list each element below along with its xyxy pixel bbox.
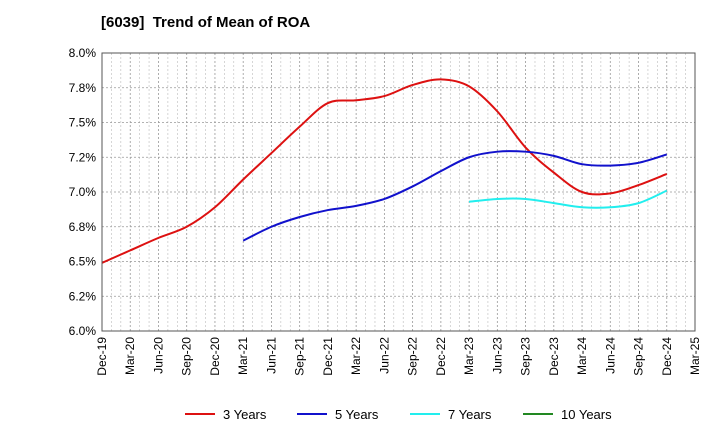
y-tick-label: 6.5%	[69, 255, 97, 269]
y-tick-label: 7.0%	[69, 185, 97, 199]
y-tick-label: 7.2%	[69, 150, 97, 164]
x-tick-label: Mar-20	[123, 337, 137, 375]
series-line-1	[101, 78, 668, 264]
legend-label: 3 Years	[223, 407, 267, 422]
x-axis: Dec-19 Mar-20 Jun-20 Sep-20 Dec-20 Mar-21 Jun-…	[95, 337, 702, 376]
x-tick-label: Mar-25	[688, 337, 702, 375]
x-tick-label: Mar-23	[462, 337, 476, 375]
x-tick-label: Jun-21	[264, 337, 278, 374]
plot-frame	[101, 52, 696, 332]
grid-lines	[102, 53, 695, 331]
x-tick-label: Sep-23	[519, 337, 533, 376]
series-lines	[101, 78, 668, 264]
x-tick-label: Dec-21	[321, 337, 335, 376]
x-tick-label: Jun-22	[377, 337, 391, 374]
chart-title: [6039] Trend of Mean of ROA	[101, 14, 311, 31]
y-axis: 6.0% 6.2% 6.5% 6.8% 7.0% 7.2% 7.5% 7.8% 8.0%	[69, 46, 97, 338]
series-line-3	[468, 189, 668, 209]
x-tick-label: Sep-22	[406, 337, 420, 376]
x-tick-label: Jun-24	[603, 337, 617, 374]
x-tick-label: Sep-20	[180, 337, 194, 376]
y-tick-label: 6.2%	[69, 289, 97, 303]
x-tick-label: Dec-20	[208, 337, 222, 376]
legend-label: 10 Years	[561, 407, 612, 422]
y-tick-label: 6.8%	[69, 220, 97, 234]
y-tick-label: 8.0%	[69, 46, 97, 60]
x-tick-label: Sep-21	[293, 337, 307, 376]
x-tick-label: Dec-23	[547, 337, 561, 376]
y-tick-label: 7.5%	[69, 116, 97, 130]
series-line-2	[242, 150, 668, 242]
x-tick-label: Mar-21	[236, 337, 250, 375]
x-tick-label: Sep-24	[632, 337, 646, 376]
legend: 3 Years 5 Years 7 Years 10 Years	[185, 407, 612, 422]
x-tick-label: Dec-22	[434, 337, 448, 376]
y-tick-label: 6.0%	[69, 324, 97, 338]
x-tick-label: Mar-22	[349, 337, 363, 375]
legend-label: 5 Years	[335, 407, 379, 422]
x-tick-label: Jun-20	[151, 337, 165, 374]
x-tick-label: Mar-24	[575, 337, 589, 375]
x-tick-label: Jun-23	[490, 337, 504, 374]
x-tick-label: Dec-19	[95, 337, 109, 376]
x-tick-label: Dec-24	[660, 337, 674, 376]
y-tick-label: 7.8%	[69, 81, 97, 95]
legend-label: 7 Years	[448, 407, 492, 422]
